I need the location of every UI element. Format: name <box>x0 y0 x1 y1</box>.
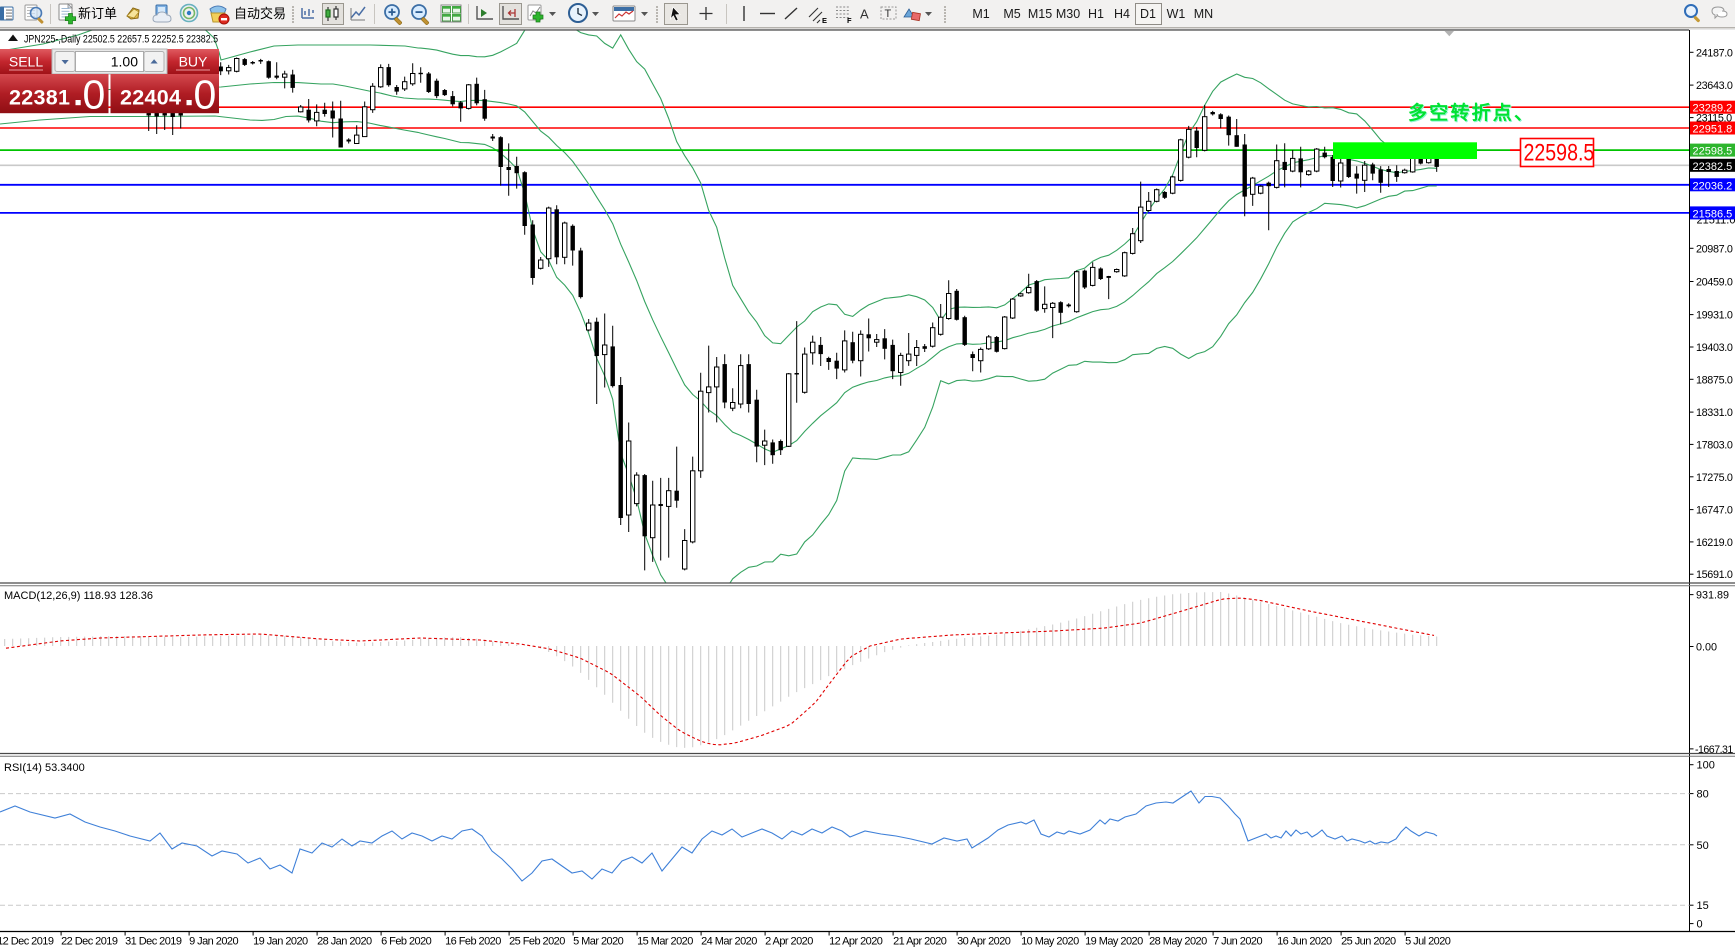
svg-text:T: T <box>885 8 892 20</box>
svg-text:0: 0 <box>83 72 106 118</box>
svg-text:30 Apr 2020: 30 Apr 2020 <box>957 936 1011 948</box>
svg-text:28 May 2020: 28 May 2020 <box>1149 936 1207 948</box>
svg-text:22598.5: 22598.5 <box>1524 138 1595 166</box>
svg-text:16747.0: 16747.0 <box>1696 505 1733 517</box>
svg-text:19931.0: 19931.0 <box>1696 310 1733 322</box>
svg-text:22036.2: 22036.2 <box>1693 180 1733 192</box>
svg-text:24 Mar 2020: 24 Mar 2020 <box>701 936 757 948</box>
svg-text:2 Apr 2020: 2 Apr 2020 <box>765 936 813 948</box>
svg-text:19403.0: 19403.0 <box>1696 342 1733 354</box>
svg-text:22382.5: 22382.5 <box>1693 161 1733 173</box>
svg-text:18331.0: 18331.0 <box>1696 407 1733 419</box>
svg-text:100: 100 <box>1697 760 1715 772</box>
svg-text:25 Jun 2020: 25 Jun 2020 <box>1341 936 1396 948</box>
svg-text:1.00: 1.00 <box>111 54 138 70</box>
svg-text:H4: H4 <box>1114 7 1130 21</box>
svg-text:15691.0: 15691.0 <box>1696 569 1733 581</box>
svg-text:JPN225-,Daily 22502.5 22657.5: JPN225-,Daily 22502.5 22657.5 22252.5 22… <box>24 34 218 46</box>
svg-text:M15: M15 <box>1028 7 1052 21</box>
svg-text:80: 80 <box>1697 789 1709 801</box>
svg-text:24187.0: 24187.0 <box>1696 47 1733 59</box>
svg-text:50: 50 <box>1697 840 1709 852</box>
svg-text:17803.0: 17803.0 <box>1696 439 1733 451</box>
svg-text:19 Jan 2020: 19 Jan 2020 <box>253 936 308 948</box>
svg-text:21 Apr 2020: 21 Apr 2020 <box>893 936 947 948</box>
svg-text:E: E <box>822 16 827 25</box>
svg-text:16 Feb 2020: 16 Feb 2020 <box>445 936 501 948</box>
svg-text:多空转折点、: 多空转折点、 <box>1408 101 1535 124</box>
svg-text:MACD(12,26,9) 118.93 128.36: MACD(12,26,9) 118.93 128.36 <box>4 590 153 602</box>
svg-text:H1: H1 <box>1088 7 1104 21</box>
svg-text:931.89: 931.89 <box>1696 590 1729 602</box>
svg-text:17275.0: 17275.0 <box>1696 472 1733 484</box>
svg-text:5 Mar 2020: 5 Mar 2020 <box>573 936 624 948</box>
svg-text:7 Jun 2020: 7 Jun 2020 <box>1213 936 1262 948</box>
svg-text:M5: M5 <box>1003 7 1020 21</box>
svg-text:28 Jan 2020: 28 Jan 2020 <box>317 936 372 948</box>
svg-text:RSI(14) 53.3400: RSI(14) 53.3400 <box>4 762 85 774</box>
svg-text:10 May 2020: 10 May 2020 <box>1021 936 1079 948</box>
svg-text:D1: D1 <box>1140 7 1156 21</box>
svg-text:23643.0: 23643.0 <box>1696 80 1733 92</box>
svg-text:12 Dec 2019: 12 Dec 2019 <box>0 936 54 948</box>
svg-text:5 Jul 2020: 5 Jul 2020 <box>1405 936 1451 948</box>
svg-text:-1667.31: -1667.31 <box>1695 744 1733 756</box>
svg-text:0: 0 <box>194 72 217 118</box>
svg-text:22404: 22404 <box>120 86 181 110</box>
svg-text:16 Jun 2020: 16 Jun 2020 <box>1277 936 1332 948</box>
svg-text:31 Dec 2019: 31 Dec 2019 <box>125 936 182 948</box>
svg-text:BUY: BUY <box>179 54 208 70</box>
svg-text:SELL: SELL <box>9 54 43 70</box>
svg-text:22598.5: 22598.5 <box>1693 146 1733 158</box>
svg-text:M30: M30 <box>1056 7 1080 21</box>
svg-text:20459.0: 20459.0 <box>1696 277 1733 289</box>
svg-text:16219.0: 16219.0 <box>1696 537 1733 549</box>
svg-text:6 Feb 2020: 6 Feb 2020 <box>381 936 432 948</box>
svg-text:19 May 2020: 19 May 2020 <box>1085 936 1143 948</box>
svg-text:0: 0 <box>1697 919 1703 931</box>
svg-text:自动交易: 自动交易 <box>234 6 286 21</box>
svg-text:22951.8: 22951.8 <box>1693 124 1733 136</box>
svg-text:0.00: 0.00 <box>1696 642 1717 654</box>
svg-text:15 Mar 2020: 15 Mar 2020 <box>637 936 693 948</box>
svg-text:新订单: 新订单 <box>78 6 117 21</box>
svg-text:W1: W1 <box>1167 7 1186 21</box>
svg-text:25 Feb 2020: 25 Feb 2020 <box>509 936 565 948</box>
svg-text:23289.2: 23289.2 <box>1693 103 1733 115</box>
svg-text:M1: M1 <box>972 7 989 21</box>
svg-text:A: A <box>860 7 869 22</box>
svg-text:MN: MN <box>1194 7 1213 21</box>
svg-text:22381: 22381 <box>9 86 70 110</box>
svg-text:20987.0: 20987.0 <box>1696 243 1733 255</box>
svg-text:15: 15 <box>1697 900 1709 912</box>
svg-text:9 Jan 2020: 9 Jan 2020 <box>189 936 238 948</box>
svg-text:F: F <box>847 16 852 25</box>
svg-text:12 Apr 2020: 12 Apr 2020 <box>829 936 883 948</box>
svg-text:18875.0: 18875.0 <box>1696 374 1733 386</box>
svg-text:21586.5: 21586.5 <box>1693 208 1733 220</box>
svg-text:22 Dec 2019: 22 Dec 2019 <box>61 936 118 948</box>
